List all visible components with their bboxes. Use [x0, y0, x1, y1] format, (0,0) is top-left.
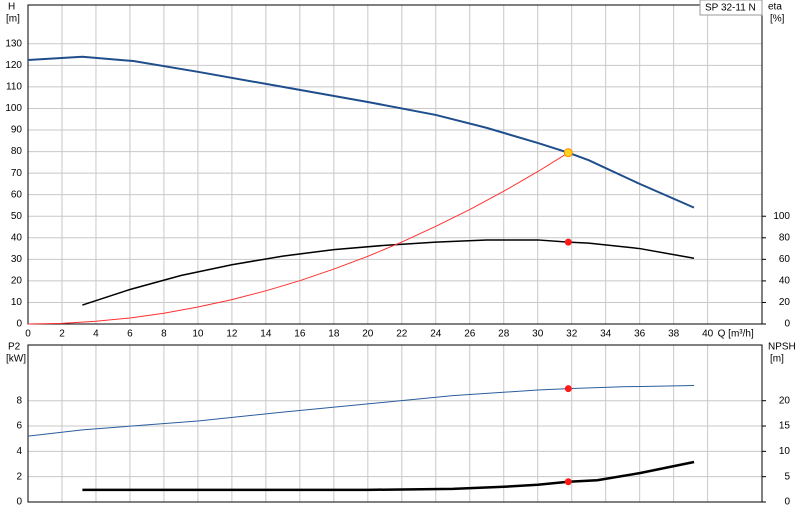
- y2-axis-unit: [m]: [770, 354, 784, 365]
- y-axis-unit: [m]: [6, 14, 20, 25]
- y-tick-label: 0: [16, 497, 22, 508]
- y-tick-label: 110: [6, 82, 22, 93]
- duty-point: [564, 478, 572, 486]
- x-tick-label: 32: [566, 329, 578, 340]
- plot-frame: [27, 4, 763, 325]
- y2-tick-label: 100: [773, 211, 790, 222]
- y-tick-label: 6: [16, 421, 22, 432]
- y-tick-label: 100: [5, 103, 22, 114]
- x-tick-label: 36: [634, 329, 646, 340]
- x-tick-label: 24: [430, 329, 442, 340]
- legend-label: SP 32-11 N: [705, 3, 756, 14]
- x-tick-label: 14: [260, 329, 272, 340]
- series-line: [27, 55, 695, 209]
- x-tick-label: 2: [59, 329, 65, 340]
- y-tick-label: 30: [11, 254, 23, 265]
- x-tick-label: 28: [498, 329, 510, 340]
- y2-tick-label: 5: [784, 471, 790, 482]
- y2-tick-label: 0: [784, 497, 790, 508]
- duty-point: [564, 385, 572, 393]
- y-tick-label: 0: [16, 319, 22, 330]
- x-tick-label: 10: [192, 329, 204, 340]
- y2-tick-label: 20: [779, 297, 791, 308]
- y2-tick-label: 0: [784, 319, 790, 330]
- duty-point: [563, 148, 573, 158]
- y-tick-label: 8: [16, 395, 22, 406]
- series-line: [27, 385, 695, 437]
- y2-axis-unit: [%]: [770, 14, 785, 25]
- y-tick-label: 40: [11, 232, 23, 243]
- y-axis-label: P2: [8, 342, 21, 353]
- y-tick-label: 50: [11, 211, 23, 222]
- plot-frame: [27, 344, 763, 503]
- x-axis-label: Q [m³/h]: [718, 329, 754, 340]
- y-tick-label: 20: [11, 276, 23, 287]
- y-tick-label: 10: [11, 297, 23, 308]
- y-tick-label: 120: [5, 60, 22, 71]
- y2-axis-label: NPSH: [768, 342, 796, 353]
- x-tick-label: 34: [600, 329, 612, 340]
- y-axis-unit: [kW]: [6, 354, 26, 365]
- y-tick-label: 2: [16, 471, 22, 482]
- x-tick-label: 38: [668, 329, 680, 340]
- y-tick-label: 4: [16, 446, 22, 457]
- x-tick-label: 8: [161, 329, 167, 340]
- x-tick-label: 6: [127, 329, 133, 340]
- x-tick-label: 18: [328, 329, 340, 340]
- y-axis-label: H: [8, 2, 15, 13]
- legend-box: [699, 0, 763, 16]
- x-tick-label: 0: [25, 329, 31, 340]
- y2-axis-label: eta: [768, 2, 782, 13]
- x-tick-label: 40: [702, 329, 714, 340]
- x-tick-label: 12: [226, 329, 238, 340]
- x-tick-label: 26: [464, 329, 476, 340]
- y-tick-label: 70: [11, 168, 23, 179]
- y2-tick-label: 40: [779, 276, 791, 287]
- x-tick-label: 30: [532, 329, 544, 340]
- y2-tick-label: 10: [779, 446, 791, 457]
- duty-point: [564, 238, 572, 246]
- x-tick-label: 4: [93, 329, 99, 340]
- y2-tick-label: 60: [779, 254, 791, 265]
- y-tick-label: 60: [11, 189, 23, 200]
- y-tick-label: 80: [11, 146, 23, 157]
- series-line: [82, 460, 695, 492]
- y-tick-label: 130: [5, 38, 22, 49]
- series-line: [27, 152, 569, 325]
- y2-tick-label: 15: [779, 421, 791, 432]
- y-tick-label: 90: [11, 125, 23, 136]
- series-line: [82, 239, 695, 306]
- x-tick-label: 22: [396, 329, 408, 340]
- x-tick-label: 16: [294, 329, 306, 340]
- y2-tick-label: 20: [779, 395, 791, 406]
- x-tick-label: 20: [362, 329, 374, 340]
- y2-tick-label: 80: [779, 232, 791, 243]
